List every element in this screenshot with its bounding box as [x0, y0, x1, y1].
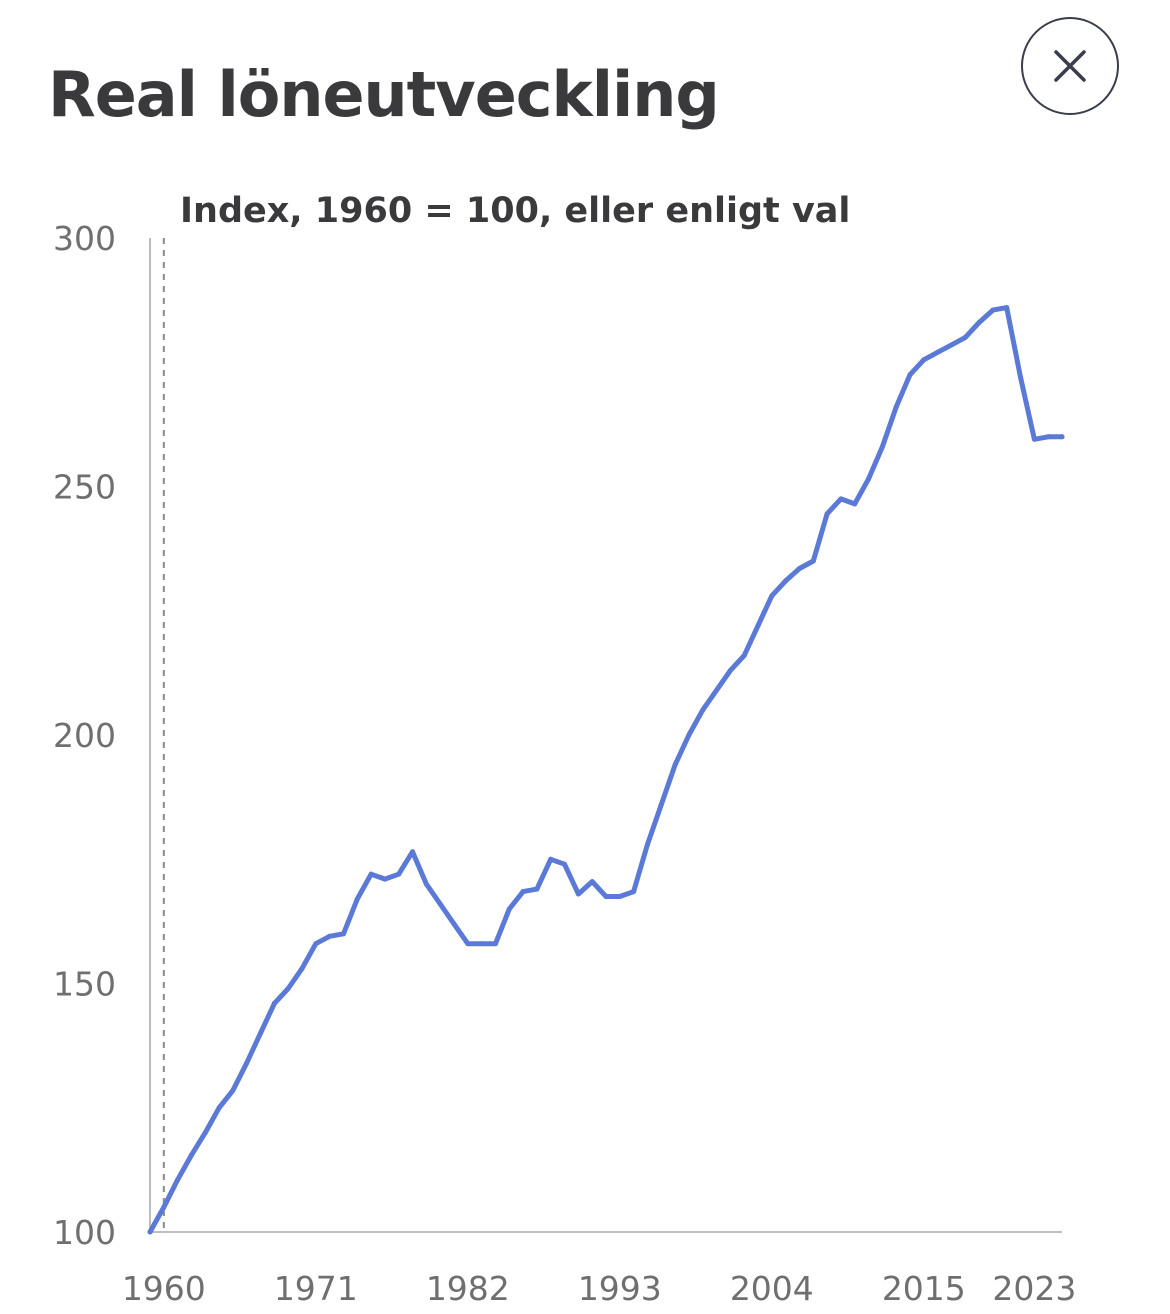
- data-point: [866, 476, 872, 482]
- data-point: [410, 849, 416, 855]
- y-tick-label: 200: [53, 716, 116, 755]
- close-button[interactable]: [1021, 17, 1119, 115]
- data-point: [783, 578, 789, 584]
- x-tick-label: 1993: [578, 1269, 662, 1308]
- data-point: [741, 652, 747, 658]
- y-axis-ticks: 100 150 200 250 300: [53, 219, 116, 1252]
- data-point: [368, 871, 374, 877]
- data-point: [396, 871, 402, 877]
- data-point: [506, 906, 512, 912]
- x-axis-ticks: 1960 1971 1982 1993 2004 2015 2023: [122, 1269, 1077, 1308]
- data-point: [271, 1000, 277, 1006]
- line-chart: Index, 1960 = 100, eller enligt val 1001…: [53, 191, 1077, 1308]
- data-point: [976, 319, 982, 325]
- data-point: [1031, 436, 1037, 442]
- series-line: [147, 305, 1065, 1235]
- data-point: [962, 334, 968, 340]
- y-tick-label: 250: [53, 468, 116, 507]
- y-tick-label: 150: [53, 965, 116, 1004]
- data-point: [299, 966, 305, 972]
- data-point: [879, 444, 885, 450]
- data-point: [1059, 434, 1065, 440]
- data-point: [796, 566, 802, 572]
- data-point: [340, 931, 346, 937]
- data-point: [893, 404, 899, 410]
- data-point: [520, 889, 526, 895]
- data-point: [852, 501, 858, 507]
- data-point: [617, 894, 623, 900]
- data-point: [188, 1152, 194, 1158]
- data-point: [147, 1229, 153, 1235]
- data-point: [562, 861, 568, 867]
- data-point: [672, 762, 678, 768]
- data-point: [534, 886, 540, 892]
- data-point: [948, 342, 954, 348]
- data-point: [769, 593, 775, 599]
- data-point: [258, 1030, 264, 1036]
- data-point: [658, 802, 664, 808]
- data-point: [700, 707, 706, 713]
- x-tick-label: 2015: [882, 1269, 966, 1308]
- data-point: [907, 372, 913, 378]
- data-point: [230, 1087, 236, 1093]
- data-point: [838, 496, 844, 502]
- x-tick-label: 2004: [730, 1269, 814, 1308]
- y-tick-label: 300: [53, 219, 116, 258]
- data-point: [492, 941, 498, 947]
- data-point: [327, 933, 333, 939]
- data-point: [589, 879, 595, 885]
- chart-subtitle: Index, 1960 = 100, eller enligt val: [180, 191, 850, 231]
- data-point: [921, 357, 927, 363]
- data-point: [244, 1060, 250, 1066]
- data-point: [451, 921, 457, 927]
- data-point: [631, 889, 637, 895]
- data-point: [465, 941, 471, 947]
- data-point: [1004, 305, 1010, 311]
- x-tick-label: 1960: [122, 1269, 206, 1308]
- data-point: [437, 901, 443, 907]
- data-point: [175, 1177, 181, 1183]
- data-point: [575, 891, 581, 897]
- data-point: [313, 941, 319, 947]
- data-point: [423, 881, 429, 887]
- data-point: [382, 876, 388, 882]
- data-point: [990, 307, 996, 313]
- data-point: [1045, 434, 1051, 440]
- data-point: [686, 732, 692, 738]
- data-point: [727, 667, 733, 673]
- data-point: [935, 349, 941, 355]
- x-tick-label: 1971: [274, 1269, 358, 1308]
- data-point: [1018, 374, 1024, 380]
- data-point: [644, 841, 650, 847]
- data-point: [755, 623, 761, 629]
- data-point: [202, 1130, 208, 1136]
- data-point: [161, 1204, 167, 1210]
- data-point: [479, 941, 485, 947]
- data-point: [548, 856, 554, 862]
- close-icon: [1054, 50, 1086, 82]
- page-title: Real löneutveckling: [48, 58, 720, 131]
- data-point: [810, 558, 816, 564]
- data-point: [603, 894, 609, 900]
- data-point: [216, 1105, 222, 1111]
- x-tick-label: 2023: [992, 1269, 1076, 1308]
- data-point: [824, 511, 830, 517]
- data-point: [714, 687, 720, 693]
- data-points: [147, 305, 1065, 1235]
- y-tick-label: 100: [53, 1213, 116, 1252]
- data-point: [354, 896, 360, 902]
- x-tick-label: 1982: [426, 1269, 510, 1308]
- data-point: [285, 985, 291, 991]
